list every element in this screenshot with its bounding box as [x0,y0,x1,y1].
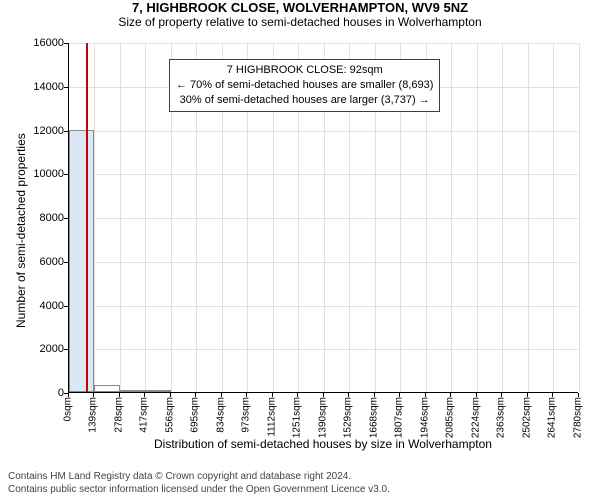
xtick-label: 2085sqm [445,397,456,438]
histogram-bar [94,385,119,392]
xtick-label: 973sqm [241,397,252,433]
ytick-mark [64,43,68,44]
annotation-box: 7 HIGHBROOK CLOSE: 92sqm← 70% of semi-de… [169,59,440,112]
gridline-v [145,43,146,392]
xtick-mark [221,393,222,397]
ytick-label: 12000 [24,125,64,137]
ytick-mark [64,262,68,263]
xtick-label: 278sqm [113,397,124,433]
xtick-mark [246,393,247,397]
ytick-label: 16000 [24,37,64,49]
histogram-bar [145,390,170,392]
xtick-mark [144,393,145,397]
ytick-label: 2000 [24,343,64,355]
footer-line-1: Contains HM Land Registry data © Crown c… [8,470,390,483]
annotation-line: 30% of semi-detached houses are larger (… [176,93,433,108]
ytick-mark [64,174,68,175]
xtick-label: 834sqm [215,397,226,433]
xtick-mark [578,393,579,397]
histogram-bar [120,390,145,392]
xtick-label: 2780sqm [572,397,583,438]
xtick-mark [195,393,196,397]
gridline-v [477,43,478,392]
xtick-label: 1668sqm [368,397,379,438]
annotation-line: ← 70% of semi-detached houses are smalle… [176,78,433,93]
xtick-mark [399,393,400,397]
xtick-label: 556sqm [164,397,175,433]
xtick-mark [552,393,553,397]
xtick-label: 139sqm [88,397,99,433]
xtick-mark [119,393,120,397]
xtick-mark [323,393,324,397]
xtick-label: 417sqm [139,397,150,433]
gridline-v [528,43,529,392]
ytick-label: 4000 [24,300,64,312]
histogram-bar [69,130,94,393]
gridline-v [94,43,95,392]
xtick-label: 0sqm [63,397,74,421]
xtick-label: 695sqm [190,397,201,433]
gridline-v [579,43,580,392]
gridline-v [451,43,452,392]
xtick-label: 1807sqm [394,397,405,438]
ytick-mark [64,218,68,219]
ytick-mark [64,306,68,307]
xtick-mark [93,393,94,397]
property-marker-line [86,43,88,392]
xtick-mark [297,393,298,397]
xtick-label: 2363sqm [496,397,507,438]
plot-region: 7 HIGHBROOK CLOSE: 92sqm← 70% of semi-de… [68,43,578,393]
xtick-mark [476,393,477,397]
ytick-mark [64,349,68,350]
xtick-label: 2224sqm [470,397,481,438]
xtick-label: 1946sqm [419,397,430,438]
xtick-label: 2641sqm [547,397,558,438]
ytick-label: 10000 [24,168,64,180]
xtick-mark [425,393,426,397]
xtick-mark [348,393,349,397]
xtick-mark [272,393,273,397]
xtick-mark [68,393,69,397]
xtick-label: 1112sqm [266,397,277,437]
xtick-label: 1529sqm [343,397,354,438]
ytick-label: 6000 [24,256,64,268]
chart-subtitle: Size of property relative to semi-detach… [0,15,600,29]
ytick-label: 0 [24,387,64,399]
xtick-label: 1390sqm [317,397,328,438]
xtick-label: 2502sqm [521,397,532,438]
xtick-mark [501,393,502,397]
gridline-v [502,43,503,392]
xtick-mark [527,393,528,397]
footer-line-2: Contains public sector information licen… [8,483,390,496]
chart-title: 7, HIGHBROOK CLOSE, WOLVERHAMPTON, WV9 5… [0,0,600,15]
xtick-label: 1251sqm [292,397,303,438]
x-axis-label: Distribution of semi-detached houses by … [68,437,578,451]
xtick-mark [170,393,171,397]
ytick-label: 14000 [24,81,64,93]
ytick-mark [64,131,68,132]
gridline-v [553,43,554,392]
chart-area: 7 HIGHBROOK CLOSE: 92sqm← 70% of semi-de… [0,35,600,455]
xtick-mark [450,393,451,397]
ytick-mark [64,87,68,88]
annotation-line: 7 HIGHBROOK CLOSE: 92sqm [176,63,433,78]
xtick-mark [374,393,375,397]
ytick-label: 8000 [24,212,64,224]
footer-attribution: Contains HM Land Registry data © Crown c… [8,470,390,496]
gridline-v [120,43,121,392]
